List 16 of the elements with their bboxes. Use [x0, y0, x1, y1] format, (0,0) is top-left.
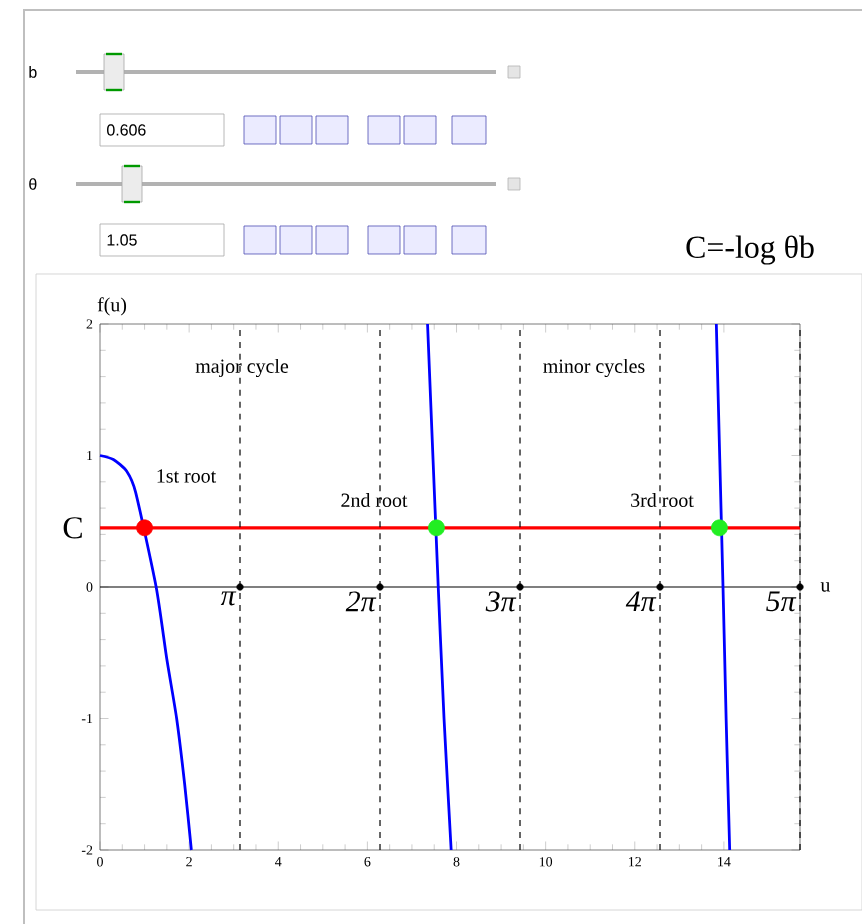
- annotation: 2nd root: [341, 492, 408, 507]
- y-axis-title: f(u): [97, 297, 127, 316]
- ref-line-label: 2π: [345, 591, 377, 612]
- annotation: major cycle: [195, 358, 289, 378]
- ref-line-label: 4π: [625, 591, 657, 612]
- ref-line-label: 5π: [766, 591, 797, 612]
- text: C=-log θb: [686, 235, 814, 265]
- x-axis-title: u: [820, 582, 831, 592]
- line-series: [714, 322, 732, 852]
- ref-line-label: π: [220, 591, 237, 606]
- annotation: minor cycles: [543, 358, 645, 378]
- annotation: 3rd root: [631, 492, 694, 507]
- annotation: 1st root: [157, 469, 217, 483]
- ref-line-label: C: [63, 517, 82, 539]
- ref-line-label: 3π: [485, 591, 517, 612]
- line-series: [426, 322, 453, 852]
